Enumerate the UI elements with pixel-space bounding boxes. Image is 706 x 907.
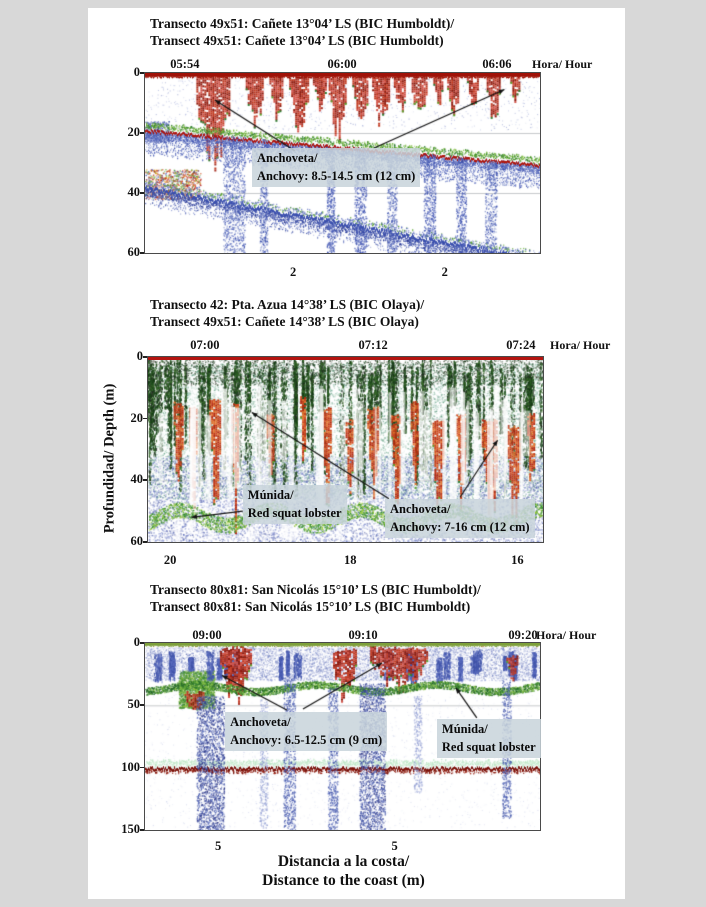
distance-tick-label: 5 (391, 839, 398, 853)
distance-tick-label: 5 (214, 839, 222, 853)
depth-tick-mark (140, 132, 144, 134)
depth-tick-label: 20 (127, 125, 141, 139)
panel-3-title-english: Transect 80x81: San Nicolás 15°10’ LS (B… (150, 599, 471, 614)
species-annotation: Anchoveta/Anchovy: 7-16 cm (12 cm) (385, 499, 535, 539)
time-tick-label: 07:00 (190, 338, 220, 352)
panel-2-title: Transecto 42: Pta. Azua 14°38’ LS (BIC O… (150, 296, 424, 330)
depth-axis-label: Profundidad/ Depth (m) (101, 383, 118, 534)
species-annotation-line: Red squat lobster (247, 506, 342, 521)
time-tick-label: 06:06 (482, 57, 512, 71)
time-tick-label: 09:00 (192, 628, 222, 642)
depth-tick-label: 20 (130, 410, 144, 425)
panel-3-title: Transecto 80x81: San Nicolás 15°10’ LS (… (150, 581, 481, 615)
echogram-plot (144, 72, 541, 254)
time-tick-label: 06:00 (327, 57, 357, 71)
species-annotation: Anchoveta/Anchovy: 8.5-14.5 cm (12 cm) (252, 148, 421, 188)
depth-tick-mark (140, 829, 144, 831)
depth-tick-mark (140, 72, 144, 74)
depth-tick-mark (140, 252, 144, 254)
time-axis-unit-label: Hora/ Hour (550, 338, 611, 352)
species-annotation-line: Red squat lobster (441, 740, 536, 755)
figure-sheet: Transecto 49x51: Cañete 13°04’ LS (BIC H… (88, 8, 625, 899)
echogram-panel-1: Transecto 49x51: Cañete 13°04’ LS (BIC H… (88, 8, 625, 899)
depth-tick-mark (143, 541, 147, 543)
panel-2-title-english: Transect 49x51: Cañete 14°38’ LS (BIC Ol… (150, 314, 419, 329)
depth-tick-label: 40 (130, 472, 144, 487)
species-annotation: Múnida/Red squat lobster (436, 719, 541, 759)
depth-tick-mark (143, 356, 147, 358)
time-axis-line (145, 73, 540, 76)
depth-tick-mark (140, 704, 144, 706)
distance-tick-label: 2 (441, 265, 448, 279)
depth-tick-label: 60 (127, 245, 141, 259)
depth-tick-mark (143, 479, 147, 481)
time-axis-unit-label: Hora/ Hour (536, 628, 597, 642)
species-annotation-line: Anchovy: 7-16 cm (12 cm) (390, 520, 530, 535)
species-annotation-line: Anchovy: 6.5-12.5 cm (9 cm) (230, 733, 383, 748)
time-tick-label: 07:24 (506, 338, 536, 352)
echogram-panel-2: Transecto 42: Pta. Azua 14°38’ LS (BIC O… (88, 8, 625, 899)
depth-tick-label: 0 (136, 349, 143, 363)
species-annotation-line: Anchovy: 8.5-14.5 cm (12 cm) (257, 169, 416, 184)
depth-tick-label: 100 (121, 759, 140, 774)
depth-tick-mark (140, 766, 144, 769)
distance-axis-label: Distancia a la costa/ Distance to the co… (145, 852, 542, 890)
depth-tick-label: 60 (130, 534, 144, 548)
time-tick-label: 09:20 (508, 628, 538, 642)
depth-tick-label: 50 (127, 697, 141, 712)
depth-tick-mark (140, 192, 144, 194)
distance-tick-label: 16 (511, 553, 524, 567)
depth-tick-label: 0 (133, 65, 140, 79)
species-annotation: Múnida/Red squat lobster (242, 484, 347, 525)
time-tick-label: 07:12 (358, 338, 388, 352)
depth-tick-mark (143, 417, 147, 420)
depth-tick-label: 150 (121, 822, 140, 836)
species-annotation-line: Anchoveta/ (257, 151, 318, 165)
depth-tick-label: 0 (133, 635, 140, 649)
time-tick-label: 05:54 (170, 57, 200, 71)
species-annotation-line: Múnida/ (441, 722, 488, 737)
species-annotation: Anchoveta/Anchovy: 6.5-12.5 cm (9 cm) (225, 711, 388, 752)
time-tick-label: 09:10 (348, 628, 378, 642)
distance-tick-label: 20 (163, 553, 177, 567)
distance-tick-label: 2 (290, 265, 297, 279)
species-annotation-line: Anchoveta/ (230, 714, 291, 729)
panel-1-title-spanish: Transecto 49x51: Cañete 13°04’ LS (BIC H… (150, 16, 455, 31)
distance-axis-label-english: Distance to the coast (m) (262, 872, 425, 889)
time-axis-line (148, 357, 543, 360)
panel-1-title: Transecto 49x51: Cañete 13°04’ LS (BIC H… (150, 15, 454, 49)
depth-tick-mark (140, 642, 144, 644)
time-axis-unit-label: Hora/ Hour (532, 57, 593, 71)
species-annotation-line: Anchoveta/ (390, 502, 451, 517)
panel-3-title-spanish: Transecto 80x81: San Nicolás 15°10’ LS (… (150, 582, 481, 597)
panel-1-title-english: Transect 49x51: Cañete 13°04’ LS (BIC Hu… (150, 33, 444, 48)
distance-axis-label-spanish: Distancia a la costa/ (277, 853, 410, 870)
time-axis-line (145, 643, 540, 645)
panel-2-title-spanish: Transecto 42: Pta. Azua 14°38’ LS (BIC O… (150, 297, 425, 312)
species-annotation-line: Múnida/ (247, 487, 294, 502)
depth-tick-label: 40 (127, 185, 141, 199)
distance-tick-label: 18 (343, 553, 357, 567)
echogram-panel-3: Transecto 80x81: San Nicolás 15°10’ LS (… (88, 8, 625, 899)
